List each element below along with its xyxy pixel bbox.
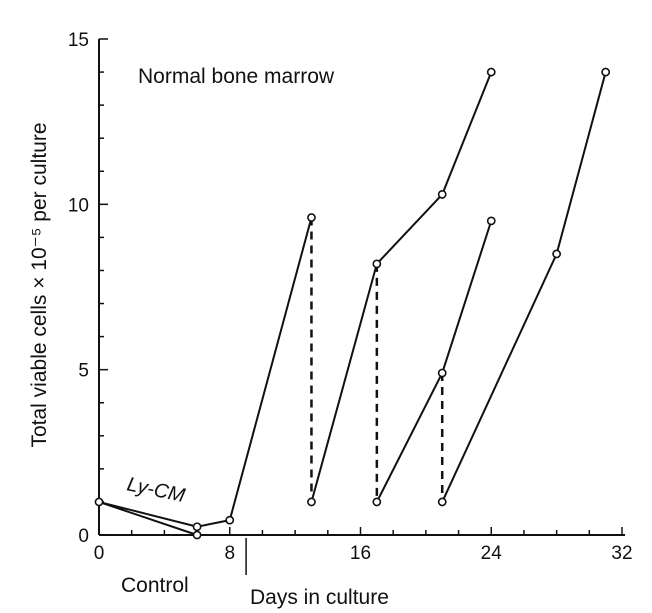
series-line-2 [310,71,493,503]
series-line-1 [98,500,198,536]
x-tick-label: 24 [481,543,503,564]
data-point [437,190,447,199]
ly-cm-label: Ly-CM [125,473,187,507]
data-point [225,515,235,525]
x-tick-label: 8 [224,543,235,564]
y-axis-title: Total viable cells × 10⁻⁵ per culture [28,122,51,447]
data-point [372,259,382,269]
y-tick-label: 0 [78,526,89,547]
data-point [307,213,316,222]
series-lines [98,71,607,536]
data-point [601,67,611,77]
panel-label: Normal bone marrow [138,65,335,88]
data-point [192,522,202,532]
data-point [372,497,382,507]
data-point [437,368,447,378]
series-line-0 [98,217,313,528]
y-tick-label: 5 [78,361,89,382]
ticks: 0 8 16 24 32 0 5 10 15 [68,30,633,564]
x-tick-label: 16 [350,543,371,564]
data-point [192,530,202,540]
series-line-3 [375,220,493,503]
y-tick-label: 10 [68,195,89,216]
data-point [486,216,496,226]
x-tick-label: 0 [94,543,105,564]
series-line-4 [441,71,607,503]
data-point [486,67,496,77]
data-point [94,497,104,507]
x-tick-label: 32 [611,543,632,564]
data-point [552,249,562,259]
control-label: Control [121,574,189,597]
x-axis-title: Days in culture [250,586,389,609]
data-point [307,497,316,507]
data-points [94,67,611,540]
y-tick-label: 15 [68,30,89,51]
data-point [437,497,447,507]
axes [98,39,625,575]
